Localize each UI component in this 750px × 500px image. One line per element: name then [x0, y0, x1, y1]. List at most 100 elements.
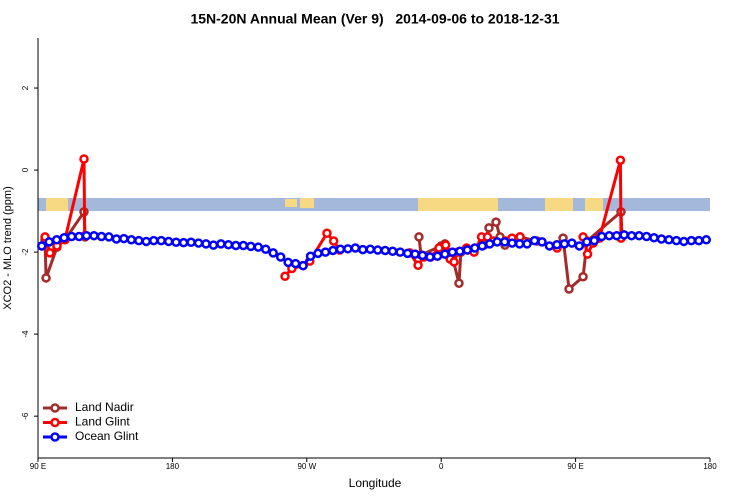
point: [193, 238, 204, 248]
point: [335, 244, 346, 254]
point: [564, 284, 574, 294]
point: [596, 231, 607, 242]
point: [413, 260, 423, 270]
point: [74, 231, 84, 242]
point: [477, 241, 488, 251]
point: [268, 248, 278, 258]
point: [432, 251, 443, 261]
point: [216, 239, 226, 249]
point: [343, 244, 353, 254]
point: [615, 155, 626, 165]
point: [350, 243, 361, 253]
series-line: [43, 158, 623, 278]
point: [552, 239, 562, 250]
point: [634, 230, 644, 241]
point: [81, 230, 92, 241]
point: [126, 235, 137, 245]
point: [96, 231, 107, 242]
point: [626, 230, 637, 241]
point: [440, 249, 450, 259]
point: [589, 235, 600, 246]
point: [522, 239, 532, 249]
point: [507, 238, 517, 248]
y-tick-label: -4: [21, 330, 30, 338]
point: [529, 235, 540, 246]
x-tick-label: 0: [439, 462, 444, 471]
point: [604, 230, 614, 241]
point: [51, 235, 62, 245]
point: [671, 235, 682, 246]
point: [45, 248, 55, 258]
point: [280, 271, 290, 282]
point: [578, 271, 588, 282]
point: [582, 249, 593, 259]
point: [425, 252, 435, 262]
point: [387, 246, 398, 257]
point: [186, 237, 196, 248]
y-tick-label: 2: [21, 85, 30, 90]
point: [414, 232, 424, 242]
x-axis-label: Longitude: [349, 476, 402, 490]
point: [372, 245, 383, 255]
point: [358, 244, 368, 255]
x-tick-label: 90 E: [30, 462, 46, 471]
point: [298, 260, 308, 271]
y-axis-label: XCO2 - MLO trend (ppm): [2, 186, 14, 309]
point: [410, 249, 420, 259]
point: [491, 217, 501, 227]
legend-label: Land Glint: [75, 415, 130, 429]
point: [313, 248, 323, 259]
point: [470, 243, 480, 253]
point: [574, 241, 585, 251]
point: [514, 239, 525, 249]
point: [455, 246, 465, 257]
y-tick-label: -6: [21, 412, 30, 420]
point: [440, 240, 451, 250]
point: [44, 237, 54, 247]
point: [328, 245, 338, 256]
legend-marker: [50, 432, 60, 442]
point: [89, 230, 99, 241]
x-tick-label: 90 E: [567, 462, 583, 471]
point: [649, 232, 659, 243]
point: [246, 241, 256, 252]
point: [178, 237, 189, 248]
point: [59, 232, 69, 243]
point: [260, 244, 271, 254]
point: [462, 245, 473, 255]
point: [380, 245, 390, 256]
point: [275, 252, 286, 262]
point: [537, 237, 547, 247]
point: [148, 235, 159, 246]
point: [66, 231, 77, 242]
point: [171, 237, 181, 248]
point: [365, 244, 376, 254]
point: [134, 235, 144, 246]
legend-marker: [50, 403, 60, 413]
point: [322, 228, 332, 238]
point: [283, 257, 293, 268]
point: [163, 236, 174, 247]
point: [567, 238, 577, 248]
x-tick-label: 180: [166, 462, 180, 471]
point: [223, 239, 234, 250]
point: [484, 223, 494, 233]
legend-label: Land Nadir: [75, 400, 134, 414]
point: [208, 240, 219, 250]
x-tick-label: 180: [703, 462, 717, 471]
point: [447, 247, 458, 257]
point: [290, 258, 301, 269]
chart-title: 15N-20N Annual Mean (Ver 9) 2014-09-06 t…: [190, 11, 559, 27]
point: [619, 230, 629, 240]
point: [449, 257, 459, 267]
point: [36, 241, 47, 251]
point: [320, 247, 331, 257]
point: [484, 239, 495, 249]
point: [79, 154, 89, 164]
point: [611, 230, 622, 241]
point: [156, 235, 166, 246]
point: [679, 236, 689, 247]
point: [328, 236, 339, 246]
point: [582, 237, 592, 247]
